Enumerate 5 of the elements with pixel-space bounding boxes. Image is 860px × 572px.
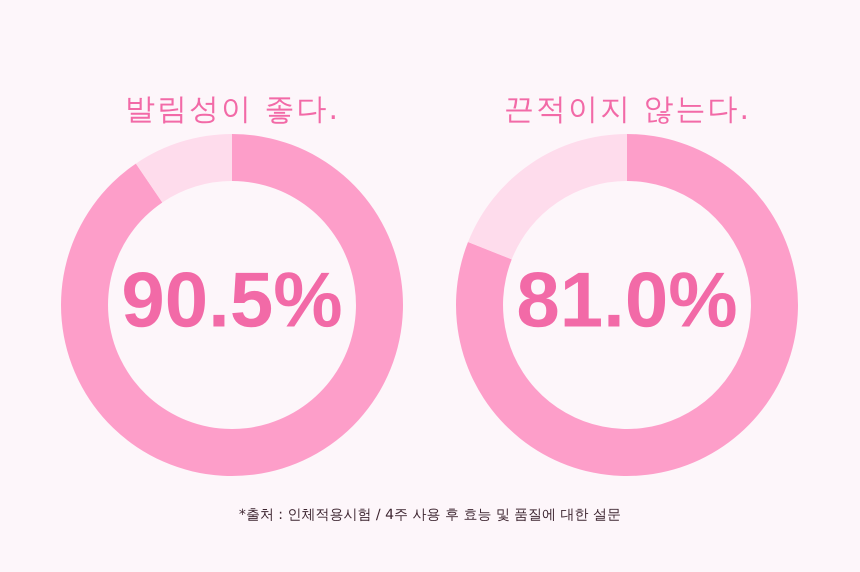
data-label: 90.5% xyxy=(121,256,343,344)
chart-title: 끈적이지 않는다. xyxy=(502,92,752,128)
text: *출처 : 인체적용시험 / 4주 사용 후 효능 및 품질에 대한 설문 xyxy=(238,506,622,525)
data-label: 81.0% xyxy=(516,256,738,344)
chart-title: 발림성이 좋다. xyxy=(124,92,342,128)
